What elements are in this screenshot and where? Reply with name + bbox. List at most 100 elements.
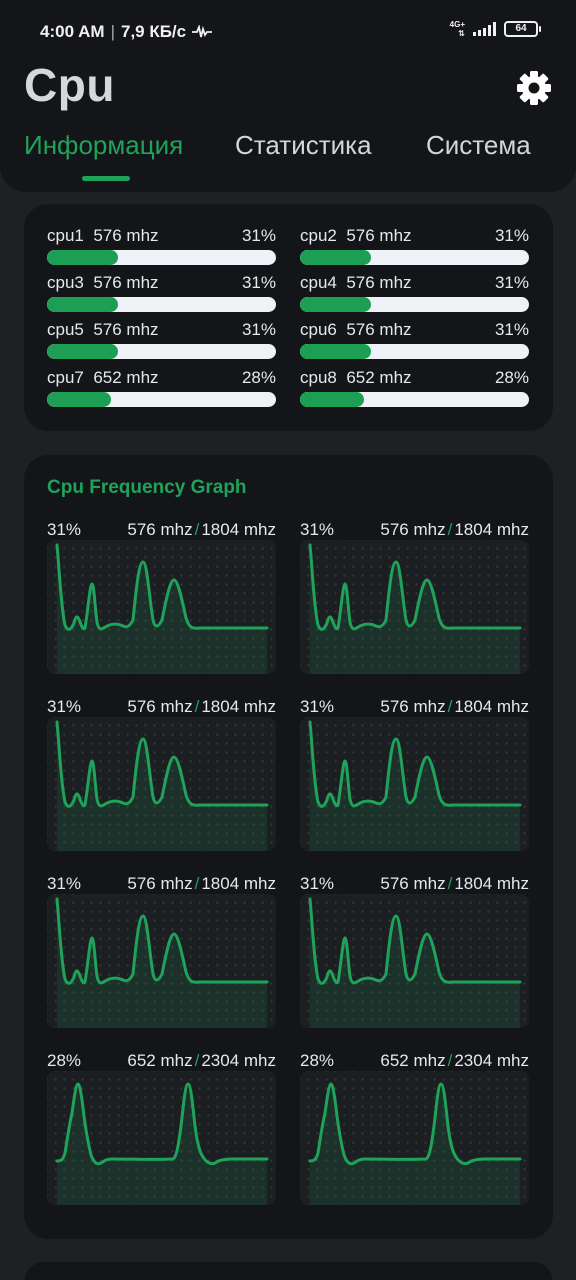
graph-max-frequency: 1804 mhz — [201, 874, 276, 893]
frequency-graph-title: Cpu Frequency Graph — [47, 477, 247, 498]
active-tab-indicator — [82, 176, 130, 181]
core-percent: 31% — [494, 273, 529, 292]
graph-current-frequency: 576 mhz — [127, 520, 193, 539]
status-time: 4:00 AM — [40, 22, 105, 41]
core-name: cpu3 — [47, 273, 84, 292]
core-frequency: 576 mhz — [346, 320, 412, 339]
frequency-line-chart — [55, 1082, 269, 1205]
core-percent: 31% — [241, 320, 276, 339]
core-load-bar — [300, 250, 529, 265]
frequency-area — [57, 545, 267, 674]
settings-button[interactable] — [512, 66, 556, 110]
core-name: cpu2 — [300, 226, 337, 245]
core-name: cpu5 — [47, 320, 84, 339]
core-name: cpu7 — [47, 368, 84, 387]
graph-percent: 31% — [300, 874, 335, 893]
tab-statistics[interactable]: Статистика — [235, 130, 372, 160]
frequency-line — [308, 720, 522, 808]
graph-max-frequency: 1804 mhz — [201, 520, 276, 539]
frequency-separator: / — [447, 697, 453, 716]
graph-current-frequency: 576 mhz — [127, 697, 193, 716]
frequency-line — [55, 543, 269, 631]
graph-frequency: 576 mhz/1804 mhz — [380, 874, 529, 894]
graph-current-frequency: 576 mhz — [380, 874, 446, 893]
core-percent: 31% — [241, 226, 276, 245]
frequency-graph-item: 31% 576 mhz/1804 mhz — [47, 874, 276, 1044]
core-percent: 31% — [494, 320, 529, 339]
graph-frequency: 576 mhz/1804 mhz — [380, 697, 529, 717]
core-load-fill — [300, 392, 365, 407]
signal-icon — [473, 22, 496, 36]
cpu-core-item: cpu8 652 mhz 28% — [300, 368, 529, 410]
graph-percent: 31% — [47, 874, 82, 893]
frequency-line — [55, 1082, 269, 1166]
frequency-area — [57, 1084, 267, 1205]
frequency-graph-item: 31% 576 mhz/1804 mhz — [47, 520, 276, 690]
core-frequency: 576 mhz — [346, 226, 412, 245]
frequency-line — [55, 720, 269, 808]
network-type-label: 4G+ — [449, 20, 465, 29]
graph-frequency: 576 mhz/1804 mhz — [127, 520, 276, 540]
frequency-plot — [300, 540, 529, 674]
graph-percent: 31% — [47, 697, 82, 716]
frequency-graph-item: 31% 576 mhz/1804 mhz — [300, 520, 529, 690]
frequency-graph-item: 31% 576 mhz/1804 mhz — [300, 874, 529, 1044]
core-name: cpu4 — [300, 273, 337, 292]
cpu-core-item: cpu5 576 mhz 31% — [47, 320, 276, 362]
cpu-core-item: cpu7 652 mhz 28% — [47, 368, 276, 410]
core-name: cpu6 — [300, 320, 337, 339]
graph-percent: 31% — [47, 520, 82, 539]
frequency-graph-item: 31% 576 mhz/1804 mhz — [300, 697, 529, 867]
frequency-area — [310, 545, 520, 674]
core-load-fill — [300, 297, 371, 312]
core-frequency: 652 mhz — [93, 368, 159, 387]
graph-frequency: 576 mhz/1804 mhz — [127, 874, 276, 894]
frequency-line-chart — [308, 897, 522, 1028]
cpu-core-item: cpu4 576 mhz 31% — [300, 273, 529, 315]
frequency-plot — [47, 540, 276, 674]
graph-max-frequency: 1804 mhz — [454, 697, 529, 716]
core-load-fill — [300, 344, 371, 359]
core-label: cpu1 576 mhz — [47, 226, 159, 246]
frequency-plot — [300, 894, 529, 1028]
cpu-core-item: cpu6 576 mhz 31% — [300, 320, 529, 362]
cpu-core-item: cpu3 576 mhz 31% — [47, 273, 276, 315]
graph-current-frequency: 576 mhz — [127, 874, 193, 893]
battery-level: 64 — [515, 23, 527, 34]
tab-system[interactable]: Система — [426, 130, 531, 160]
core-load-fill — [47, 392, 112, 407]
activity-icon — [192, 25, 213, 38]
graph-current-frequency: 576 mhz — [380, 520, 446, 539]
graph-max-frequency: 2304 mhz — [201, 1051, 276, 1070]
graph-frequency: 576 mhz/1804 mhz — [127, 697, 276, 717]
core-label: cpu3 576 mhz — [47, 273, 159, 293]
cpu-cores-card: cpu1 576 mhz 31% cpu2 576 mhz 31% cpu3 576 m… — [24, 204, 553, 431]
status-right: 4G+ ⇅ 64 — [450, 20, 541, 38]
frequency-separator: / — [447, 520, 453, 539]
core-label: cpu8 652 mhz — [300, 368, 412, 388]
tab-information[interactable]: Информация — [24, 130, 184, 160]
core-load-bar — [47, 392, 276, 407]
core-load-fill — [47, 250, 118, 265]
core-label: cpu7 652 mhz — [47, 368, 159, 388]
graph-frequency: 652 mhz/2304 mhz — [127, 1051, 276, 1071]
frequency-line-chart — [308, 543, 522, 674]
core-label: cpu5 576 mhz — [47, 320, 159, 340]
core-load-bar — [300, 392, 529, 407]
frequency-line — [55, 897, 269, 985]
frequency-area — [310, 899, 520, 1028]
core-frequency: 576 mhz — [346, 273, 412, 292]
cpu-core-item: cpu1 576 mhz 31% — [47, 226, 276, 268]
tab-bar: Информация Статистика Система — [0, 130, 576, 170]
core-load-bar — [47, 250, 276, 265]
frequency-line-chart — [308, 720, 522, 851]
frequency-plot — [300, 717, 529, 851]
frequency-line — [308, 543, 522, 631]
frequency-line-chart — [308, 1082, 522, 1205]
core-frequency: 652 mhz — [346, 368, 412, 387]
network-type-indicator: 4G+ ⇅ — [450, 20, 465, 38]
core-percent: 31% — [241, 273, 276, 292]
frequency-area — [310, 1084, 520, 1205]
frequency-area — [310, 722, 520, 851]
core-load-fill — [47, 344, 118, 359]
